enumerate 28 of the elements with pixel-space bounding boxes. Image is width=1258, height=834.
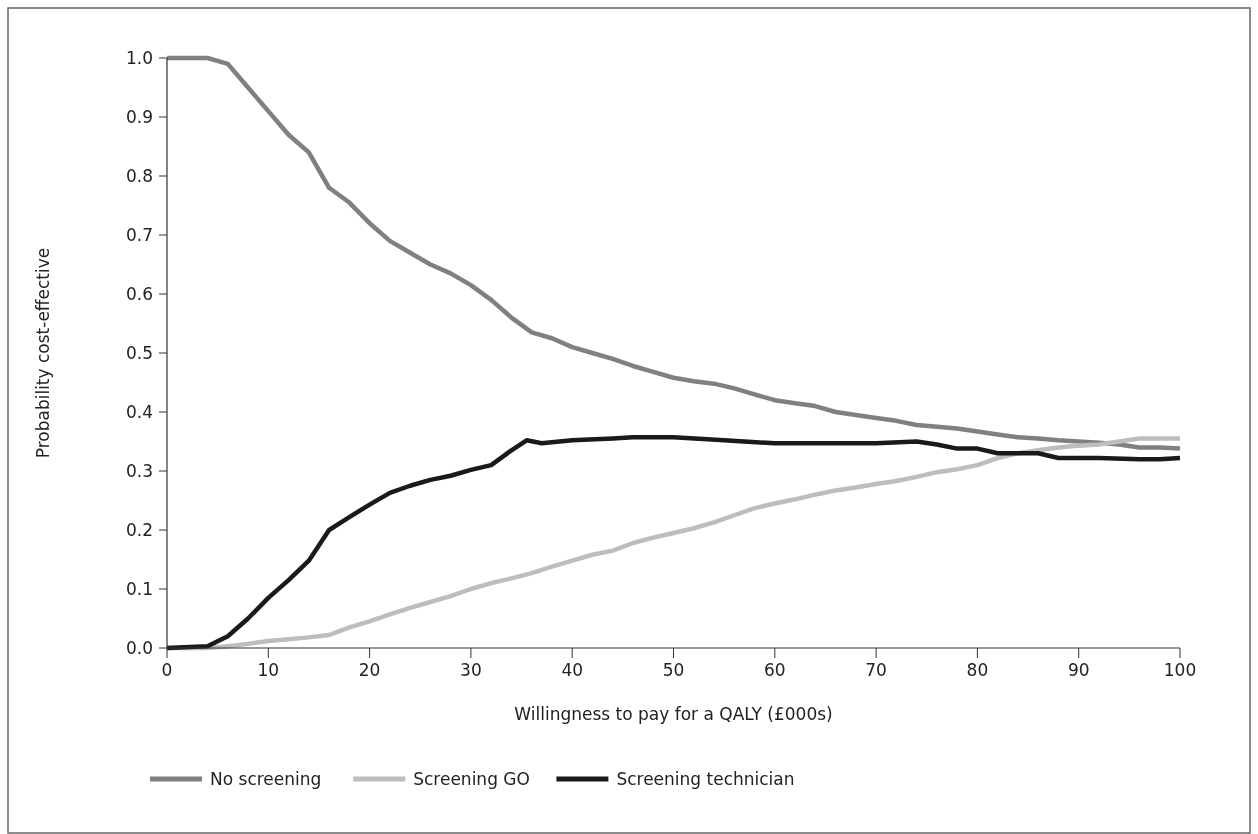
x-axis-title: Willingness to pay for a QALY (£000s) (514, 704, 833, 724)
y-tick-label: 1.0 (125, 48, 153, 68)
y-tick-label: 0.0 (125, 638, 153, 658)
y-tick-label: 0.7 (125, 225, 153, 245)
legend-label: No screening (210, 769, 322, 789)
y-tick-label: 0.3 (125, 461, 153, 481)
y-tick-label: 0.2 (125, 520, 153, 540)
line-series (164, 55, 1183, 451)
x-tick-label: 100 (1163, 660, 1197, 680)
y-tick-label: 0.8 (125, 166, 153, 186)
x-tick-label: 20 (358, 660, 381, 680)
y-axis-title: Probability cost-effective (33, 247, 53, 459)
x-tick-label: 60 (763, 660, 786, 680)
y-tick-label: 0.6 (125, 284, 153, 304)
y-tick-label: 0.9 (125, 107, 153, 127)
legend-label: Screening technician (616, 769, 795, 789)
legend-label: Screening GO (413, 769, 530, 789)
x-tick-label: 30 (460, 660, 482, 680)
x-tick-label: 90 (1067, 660, 1090, 680)
x-tick-label: 10 (257, 660, 280, 680)
x-tick-label: 80 (966, 660, 989, 680)
y-tick-label: 0.5 (125, 343, 153, 363)
x-tick-label: 40 (561, 660, 584, 680)
x-tick-label: 0 (161, 660, 173, 680)
x-tick-label: 50 (662, 660, 685, 680)
y-tick-label: 0.1 (125, 579, 153, 599)
y-tick-label: 0.4 (125, 402, 153, 422)
x-tick-label: 70 (865, 660, 887, 680)
